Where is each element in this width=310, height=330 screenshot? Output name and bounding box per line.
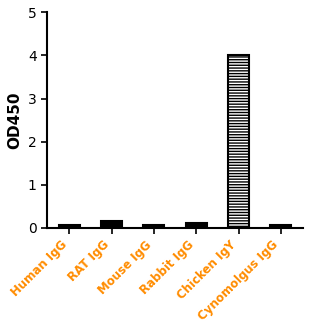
- Bar: [143, 225, 165, 228]
- Bar: [186, 223, 207, 228]
- Y-axis label: OD450: OD450: [7, 91, 22, 149]
- Bar: [59, 225, 80, 228]
- Bar: [101, 221, 122, 228]
- Bar: [270, 225, 291, 228]
- Bar: [228, 55, 249, 228]
